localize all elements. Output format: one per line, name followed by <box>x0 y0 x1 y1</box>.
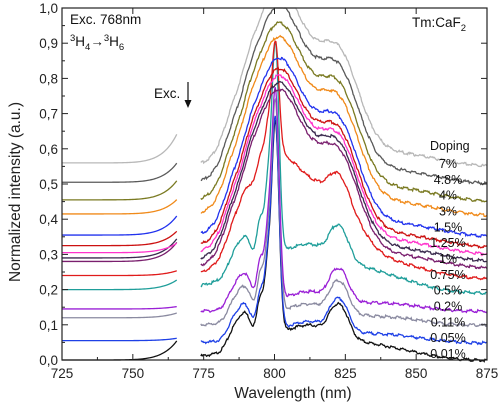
x-tick-label: 775 <box>192 366 215 381</box>
x-tick-label: 850 <box>405 366 428 381</box>
series-line-left <box>62 270 177 277</box>
legend-label: 4.8% <box>434 173 463 187</box>
legend-label: 7% <box>439 157 457 171</box>
series-3 <box>62 87 488 314</box>
legend-label: 3% <box>439 205 457 219</box>
series-11 <box>62 34 488 218</box>
series-line-left <box>62 242 178 254</box>
series-12 <box>62 21 488 203</box>
series-line-right <box>200 7 488 168</box>
series-line-left <box>62 241 178 263</box>
legend-label: 0.5% <box>434 284 463 298</box>
y-tick-label: 1,0 <box>39 1 58 16</box>
x-tick-label: 875 <box>476 366 499 381</box>
x-axis-title: Wavelength (nm) <box>234 385 351 402</box>
series-line-right <box>200 119 488 363</box>
y-tick-label: 0,1 <box>39 318 58 333</box>
series-9 <box>62 66 488 249</box>
series-line-left <box>62 180 178 201</box>
series-line-right <box>200 40 488 281</box>
series-4 <box>62 40 488 296</box>
legend-label: 0.01% <box>430 347 465 361</box>
legend-label: 1.25% <box>430 236 465 250</box>
legend-label: 0.05% <box>430 331 465 345</box>
series-2 <box>62 97 488 328</box>
y-tick-label: 0,4 <box>39 212 58 227</box>
series-line-right <box>200 40 488 296</box>
series-line-right <box>200 34 488 218</box>
series-line-left <box>62 230 178 247</box>
series-layer <box>62 7 488 363</box>
series-line-right <box>200 56 488 238</box>
series-line-right <box>200 97 488 328</box>
series-line-right <box>200 80 488 263</box>
y-tick-label: 0,7 <box>39 107 58 122</box>
series-line-left <box>62 199 178 215</box>
legend-label: 1.5% <box>434 220 463 234</box>
y-tick-label: 0,5 <box>39 177 58 192</box>
y-tick-label: 0,9 <box>39 36 58 51</box>
x-tick-label: 825 <box>334 366 357 381</box>
legend: 7% 4.8% 4% 3%1.5% 1.25% 1% 0.75% 0.5% 0.2%0.11% 0… <box>430 157 465 361</box>
series-line-left <box>62 162 178 183</box>
legend-label: 0.11% <box>431 315 466 329</box>
series-5 <box>62 40 488 281</box>
series-line-right <box>200 66 488 249</box>
y-tick-label: 0,6 <box>39 142 58 157</box>
y-tick-label: 0,8 <box>39 71 58 86</box>
series-line-left <box>62 238 178 259</box>
series-10 <box>62 56 488 238</box>
series-line-left <box>62 312 177 319</box>
series-line-right <box>200 87 488 314</box>
y-tick-label: 0,3 <box>39 247 58 262</box>
series-line-left <box>62 340 178 361</box>
series-line-right <box>200 88 488 270</box>
series-line-right <box>200 7 488 186</box>
series-line-left <box>62 305 177 310</box>
series-line-right <box>200 115 488 346</box>
series-line-left <box>62 215 178 236</box>
y-tick-label: 0,0 <box>39 353 58 368</box>
legend-label: 0.75% <box>430 268 465 282</box>
series-line-left <box>62 279 178 291</box>
series-6 <box>62 88 488 270</box>
series-1 <box>62 115 488 346</box>
series-13 <box>62 7 488 186</box>
legend-title: Doping <box>430 139 470 153</box>
x-tick-label: 725 <box>51 366 74 381</box>
legend-label: 4% <box>439 189 457 203</box>
excitation-marker-label: Exc. <box>154 86 180 101</box>
y-axis-title: Normalized intensity (a.u.) <box>7 102 24 282</box>
series-8 <box>62 73 488 257</box>
series-line-right <box>200 73 488 257</box>
excitation-arrow-head <box>184 100 192 108</box>
series-14 <box>62 7 488 168</box>
ticks-layer: 725 750 775 800 825 850 875 0,0 0,1 0,2 0,3 0,4 0,5 0… <box>39 1 498 381</box>
material-label: Tm:CaF2 <box>412 15 466 34</box>
excitation-wavelength-label: Exc. 768nm <box>70 12 141 27</box>
x-tick-label: 750 <box>122 366 145 381</box>
series-line-right <box>200 21 488 203</box>
series-line-left <box>62 134 178 164</box>
series-7 <box>62 80 488 263</box>
transition-label: 3H4→3H6 <box>70 33 124 53</box>
series-line-left <box>62 337 177 342</box>
x-tick-label: 800 <box>263 366 286 381</box>
legend-label: 1% <box>439 252 457 266</box>
legend-label: 0.2% <box>434 300 463 314</box>
y-tick-label: 0,2 <box>39 283 58 298</box>
